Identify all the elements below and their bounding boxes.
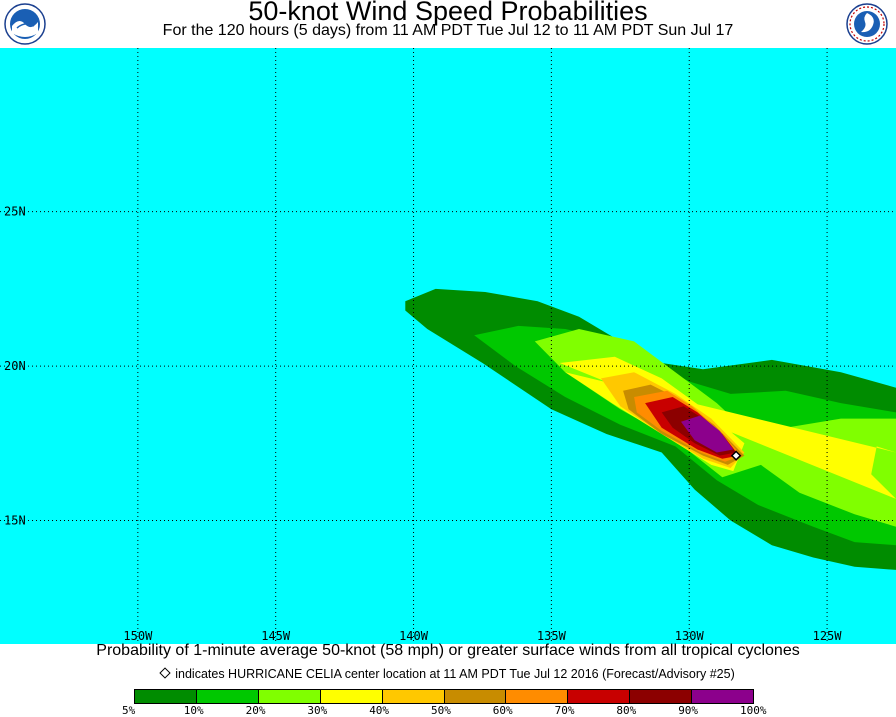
ocean-background xyxy=(0,48,896,644)
scale-label: 30% xyxy=(307,704,328,717)
probability-contour-90 xyxy=(681,415,734,453)
longitude-label: 145W xyxy=(261,629,291,643)
noaa-logo xyxy=(4,3,46,45)
scale-segment xyxy=(196,690,259,703)
scale-segment xyxy=(568,690,631,703)
storm-center-marker xyxy=(730,450,742,461)
scale-segment xyxy=(444,690,507,703)
scale-label: 5% xyxy=(122,704,136,717)
scale-label: 100% xyxy=(740,704,767,717)
scale-segment xyxy=(135,690,197,703)
latitude-label: 15N xyxy=(4,513,26,527)
map-canvas: 150W 145W 140W 135W 130W 125W 25N 20N 15N xyxy=(0,48,896,644)
scale-segment xyxy=(506,690,569,703)
scale-segment xyxy=(258,690,321,703)
header: 50-knot Wind Speed Probabilities For the… xyxy=(0,0,896,48)
map-title: 50-knot Wind Speed Probabilities xyxy=(248,0,648,26)
scale-label: 70% xyxy=(554,704,575,717)
scale-label: 60% xyxy=(492,704,513,717)
longitude-label: 125W xyxy=(813,629,843,643)
scale-label: 10% xyxy=(183,704,204,717)
scale-label: 50% xyxy=(431,704,451,717)
probability-map: 150W 145W 140W 135W 130W 125W 25N 20N 15N xyxy=(0,48,896,644)
map-subtitle: For the 120 hours (5 days) from 11 AM PD… xyxy=(162,22,734,39)
longitude-label: 135W xyxy=(537,629,567,643)
storm-marker-text: indicates HURRICANE CELIA center locatio… xyxy=(175,667,735,681)
scale-segment xyxy=(692,690,754,703)
longitude-label: 140W xyxy=(399,629,429,643)
longitude-label: 150W xyxy=(123,629,153,643)
footer: Probability of 1-minute average 50-knot … xyxy=(0,642,896,717)
longitude-label: 130W xyxy=(675,629,705,643)
latitude-label: 25N xyxy=(4,205,26,219)
scale-label: 90% xyxy=(678,704,699,717)
scale-segment xyxy=(630,690,693,703)
nws-logo xyxy=(846,3,888,45)
diamond-icon xyxy=(159,667,171,679)
scale-segment xyxy=(320,690,383,703)
scale-label: 80% xyxy=(616,704,637,717)
map-caption: Probability of 1-minute average 50-knot … xyxy=(96,642,800,659)
probability-color-scale xyxy=(134,689,754,704)
storm-marker-legend: indicates HURRICANE CELIA center locatio… xyxy=(0,667,896,681)
latitude-label: 20N xyxy=(4,359,26,373)
scale-label: 20% xyxy=(245,704,266,717)
scale-segment xyxy=(382,690,445,703)
scale-label: 40% xyxy=(369,704,390,717)
